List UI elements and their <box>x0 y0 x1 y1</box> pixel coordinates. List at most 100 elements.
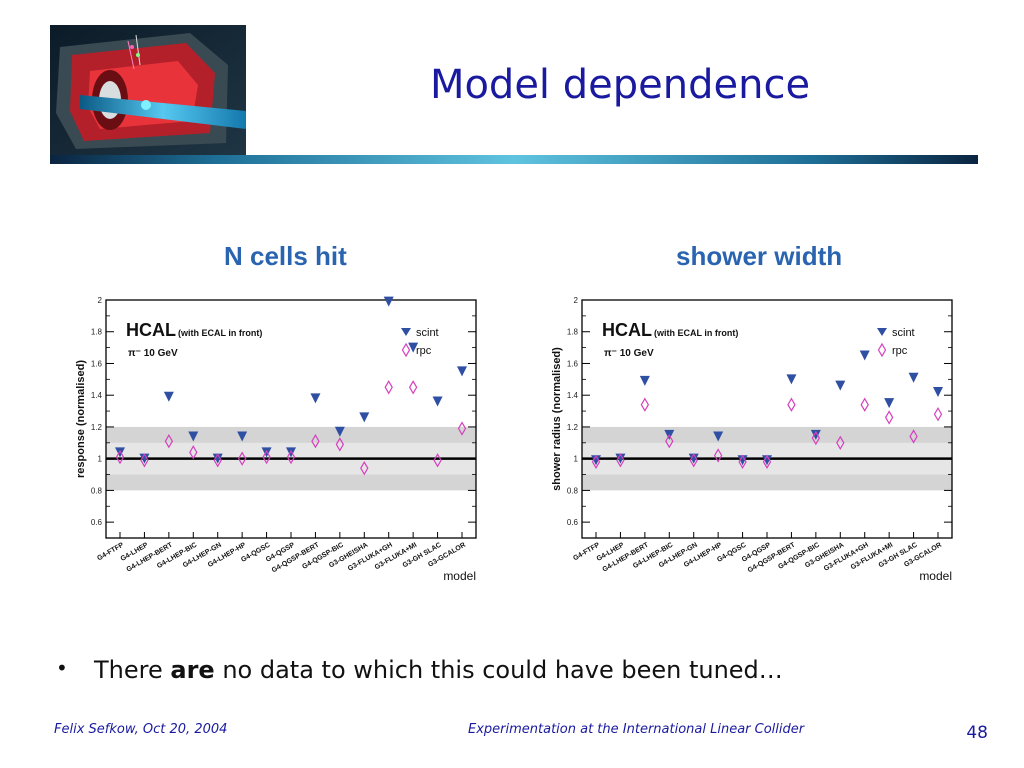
y-tick-label: 1.6 <box>567 359 579 368</box>
rpc-point <box>860 397 869 412</box>
scint-point <box>859 350 870 361</box>
y-tick-label: 0.8 <box>91 486 103 495</box>
scint-point <box>835 380 846 391</box>
legend-subtitle: (with ECAL in front) <box>178 328 262 338</box>
rpc-point <box>787 397 796 412</box>
legend-title: HCAL <box>602 320 652 340</box>
scint-point <box>884 398 895 409</box>
bullet-icon: • <box>56 656 68 680</box>
footer-author-date: Felix Sefkow, Oct 20, 2004 <box>54 722 228 737</box>
scint-point <box>359 412 370 423</box>
y-tick-label: 1.4 <box>567 391 579 400</box>
rpc-point <box>360 460 369 476</box>
legend-energy: π⁻ 10 GeV <box>604 348 654 359</box>
scint-point <box>908 372 919 383</box>
rpc-point <box>933 407 943 422</box>
slide-title: Model dependence <box>429 62 811 108</box>
y-tick-label: 1.2 <box>91 423 103 432</box>
bullet-text: There are no data to which this could ha… <box>94 656 783 684</box>
rpc-point <box>616 453 625 468</box>
x-axis-label: model <box>443 569 476 583</box>
detector-image <box>50 25 246 163</box>
scint-point <box>933 387 943 398</box>
y-axis-label: shower radius (normalised) <box>551 347 563 491</box>
scint-point <box>457 366 467 377</box>
legend-subtitle: (with ECAL in front) <box>654 328 738 338</box>
title-underline-bar <box>50 155 978 164</box>
scint-point <box>432 396 443 407</box>
scint-point <box>188 431 199 442</box>
bullet-text-pre: There <box>94 656 171 684</box>
x-axis-label: model <box>919 569 952 583</box>
rpc-point <box>140 453 149 468</box>
rpc-point <box>115 449 125 465</box>
legend-energy: π⁻ 10 GeV <box>128 348 178 359</box>
scint-point <box>163 391 174 402</box>
scint-point <box>591 455 601 466</box>
scint-point <box>237 431 248 442</box>
y-tick-label: 2 <box>98 296 103 305</box>
page-number: 48 <box>966 723 988 743</box>
rpc-point <box>262 449 271 465</box>
rpc-point <box>286 449 296 465</box>
scint-point <box>639 375 650 386</box>
scint-point <box>334 426 345 437</box>
y-tick-label: 1 <box>98 455 103 464</box>
rpc-point <box>189 445 198 460</box>
scint-point <box>383 296 394 307</box>
legend-scint-label: scint <box>416 327 439 339</box>
legend-scint-label: scint <box>892 327 915 339</box>
legend-rpc-label: rpc <box>416 345 432 357</box>
scint-point <box>762 455 772 466</box>
y-tick-label: 2 <box>574 296 579 305</box>
rpc-point <box>909 429 918 444</box>
scint-point <box>286 447 296 458</box>
legend-title: HCAL <box>126 320 176 340</box>
legend-rpc-label: rpc <box>892 345 908 357</box>
legend-rpc-marker <box>401 342 411 358</box>
rpc-point <box>665 434 674 449</box>
rpc-point <box>164 434 174 449</box>
scint-point <box>139 453 150 464</box>
rpc-point <box>433 453 442 468</box>
y-tick-label: 1 <box>574 455 579 464</box>
bullet-text-bold: are <box>170 656 215 684</box>
scint-point <box>408 342 419 353</box>
scint-point <box>810 429 821 440</box>
rpc-point <box>689 453 698 468</box>
scint-point <box>713 431 724 442</box>
rpc-point <box>738 454 747 470</box>
rpc-point <box>311 434 320 449</box>
y-tick-label: 1.8 <box>91 328 103 337</box>
bullet-text-post: no data to which this could have been tu… <box>214 656 783 684</box>
chart-title-n-cells-hit: N cells hit <box>224 241 347 271</box>
rpc-point <box>237 451 247 466</box>
y-tick-label: 0.8 <box>567 486 579 495</box>
rpc-point <box>762 454 772 470</box>
scint-point <box>212 453 223 464</box>
rpc-point <box>408 380 418 395</box>
scint-point <box>737 455 748 466</box>
rpc-point <box>384 380 393 395</box>
chart-title-shower-width: shower width <box>676 241 843 271</box>
legend-scint-marker <box>401 328 411 336</box>
rpc-point <box>884 410 894 425</box>
scint-point <box>688 453 699 464</box>
y-axis-label: response (normalised) <box>75 360 87 478</box>
detector-illustration <box>50 25 246 163</box>
shower-width-chart: 0.6 0.8 1 1.2 1.4 1.6 1.8 2 shower radius (norma… <box>551 296 953 583</box>
rpc-point <box>213 453 222 468</box>
y-tick-label: 1.8 <box>567 328 579 337</box>
rpc-point <box>811 430 821 446</box>
y-tick-label: 1.2 <box>567 423 579 432</box>
rpc-point <box>640 397 650 412</box>
scint-point <box>115 447 125 458</box>
footer-talk-title: Experimentation at the International Lin… <box>468 722 805 737</box>
y-tick-label: 0.6 <box>91 518 103 527</box>
n-cells-hit-chart: 0.6 0.8 1 1.2 1.4 1.6 1.8 2 response (normalised… <box>75 296 477 583</box>
rpc-point <box>591 454 601 470</box>
rpc-point <box>713 448 723 463</box>
rpc-point <box>335 437 345 452</box>
legend-scint-marker <box>877 328 887 336</box>
rpc-point <box>457 421 467 436</box>
